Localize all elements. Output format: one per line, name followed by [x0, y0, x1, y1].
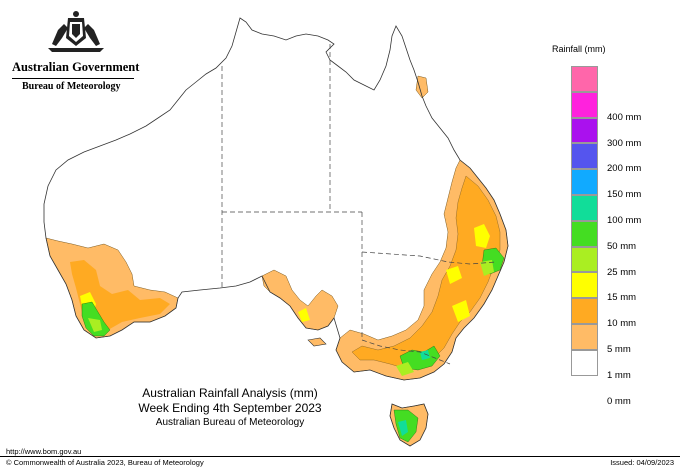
bom-logo: Australian Government Bureau of Meteorol…	[8, 8, 139, 98]
legend-label: 50 mm	[607, 240, 637, 252]
australia-coastline	[43, 17, 509, 381]
rain-area-east-10mm-c	[452, 300, 470, 322]
bureau-name: Bureau of Meteorology	[22, 81, 121, 92]
map-period: Week Ending 4th September 2023	[138, 401, 322, 415]
legend-swatch	[571, 272, 598, 299]
legend-label: 25 mm	[607, 266, 637, 278]
legend-label: 10 mm	[607, 318, 637, 330]
legend-label: 0 mm	[607, 395, 631, 407]
rain-areas	[45, 75, 509, 447]
tasmania-coastline	[389, 403, 429, 447]
legend-row	[571, 66, 671, 92]
legend-row: 10 mm	[571, 298, 671, 329]
map-source: Australian Bureau of Meteorology	[155, 417, 305, 428]
legend-row: 150 mm	[571, 169, 671, 200]
legend-swatch	[571, 143, 598, 170]
state-borders	[221, 44, 497, 365]
legend-label: 1 mm	[607, 369, 631, 381]
map-title: Australian Rainfall Analysis (mm)	[142, 386, 318, 400]
legend-row: 300 mm	[571, 117, 671, 149]
rain-area-east-15mm	[480, 260, 494, 276]
legend-label: 100 mm	[607, 214, 642, 226]
border-nsw-vic	[361, 339, 451, 365]
coat-of-arms-icon	[48, 11, 104, 52]
legend-row: 0 mm	[571, 376, 671, 407]
footer-url[interactable]: http://www.bom.gov.au	[6, 447, 82, 456]
legend-label: 5 mm	[607, 343, 631, 355]
rain-area-sw-wa-25mm	[81, 301, 111, 337]
legend-swatch	[571, 323, 598, 350]
legend-swatch	[571, 169, 598, 195]
legend-swatch	[571, 194, 598, 221]
legend-swatch	[571, 298, 598, 324]
legend-label: 300 mm	[607, 137, 642, 149]
rain-area-sw-wa-15mm	[88, 318, 102, 332]
kangaroo-island	[307, 337, 327, 347]
legend-swatch	[571, 349, 598, 376]
rain-area-east-10mm-a	[474, 224, 490, 248]
legend-row: 25 mm	[571, 246, 671, 278]
footer-issued-date: Issued: 04/09/2023	[610, 458, 674, 467]
legend-row: 200 mm	[571, 143, 671, 174]
legend-row: 400 mm	[571, 91, 671, 123]
rain-area-east-10mm-b	[446, 266, 462, 284]
legend-label: 400 mm	[607, 111, 642, 123]
government-name: Australian Government	[12, 60, 140, 74]
rain-area-vic-50mm	[420, 350, 430, 360]
legend-title: Rainfall (mm)	[552, 44, 606, 54]
legend-row: 50 mm	[571, 220, 671, 252]
footer-copyright: © Commonwealth of Australia 2023, Bureau…	[6, 458, 204, 467]
logo-divider	[12, 78, 134, 79]
legend-label: 150 mm	[607, 189, 642, 201]
legend-swatch	[571, 246, 598, 273]
legend-row: 100 mm	[571, 194, 671, 226]
rain-area-vic-15mm	[396, 362, 414, 376]
legend-row: 5 mm	[571, 323, 671, 355]
legend-swatch	[571, 220, 598, 247]
legend-row: 1 mm	[571, 349, 671, 381]
legend-row: 15 mm	[571, 272, 671, 303]
footer-divider	[0, 456, 680, 457]
legend-swatch	[571, 117, 598, 144]
legend-label: 15 mm	[607, 292, 637, 304]
rain-area-tasmania-50mm	[398, 420, 408, 436]
map-title-block: Australian Rainfall Analysis (mm) Week E…	[120, 386, 340, 430]
rain-area-sa-10mm	[298, 308, 310, 322]
legend-label: 200 mm	[607, 163, 642, 175]
rainfall-legend: 400 mm 300 mm 200 mm 150 mm 100 mm 50 mm 25 mm…	[571, 66, 671, 407]
legend-swatch	[571, 66, 598, 92]
rain-area-ne-qld	[415, 75, 429, 99]
legend-swatch	[571, 91, 598, 118]
